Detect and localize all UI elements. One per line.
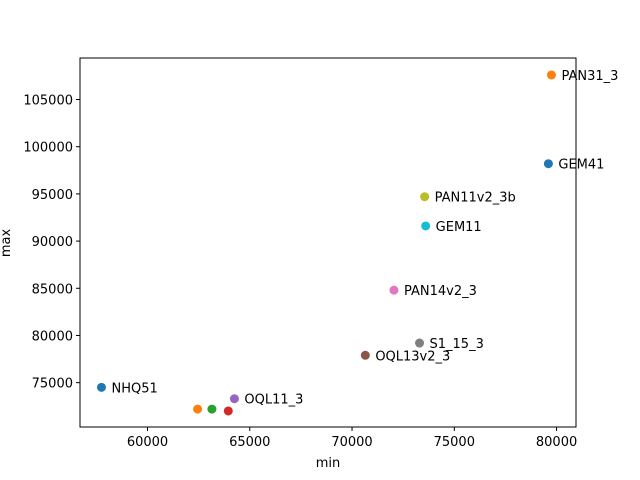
data-point <box>546 70 556 80</box>
data-point <box>223 406 233 416</box>
data-point <box>360 350 370 360</box>
point-label: PAN31_3 <box>561 69 618 84</box>
y-tick-label: 80000 <box>32 329 73 344</box>
x-tick-label: 70000 <box>331 435 372 450</box>
x-tick-label: 75000 <box>434 435 475 450</box>
point-label: NHQ51 <box>111 381 157 396</box>
y-tick-label: 90000 <box>32 235 73 250</box>
x-axis-ticks: 60000 65000 70000 75000 80000 <box>127 427 577 450</box>
point-label: S1_15_3 <box>430 337 484 352</box>
x-tick-label: 65000 <box>229 435 270 450</box>
data-point <box>415 338 425 348</box>
data-point <box>193 404 203 414</box>
y-tick-label: 100000 <box>23 141 73 156</box>
point-label: GEM11 <box>436 220 482 235</box>
data-point <box>389 285 399 295</box>
point-labels-layer: NHQ51 OQL11_3 OQL13v2_3 PAN14v2_3 S1_15_3 PAN… <box>111 69 618 408</box>
point-label: PAN14v2_3 <box>404 284 477 299</box>
x-axis-label: min <box>316 456 341 471</box>
y-axis-ticks: 75000 80000 85000 90000 95000 100000 105000 <box>23 94 80 392</box>
y-tick-label: 75000 <box>32 377 73 392</box>
data-point <box>229 394 239 404</box>
x-tick-label: 80000 <box>536 435 577 450</box>
point-label: OQL13v2_3 <box>375 349 450 364</box>
points-layer <box>96 70 556 416</box>
y-tick-label: 105000 <box>23 94 73 109</box>
plot-frame <box>79 57 577 428</box>
data-point <box>421 221 431 231</box>
data-point <box>543 159 553 169</box>
point-label: PAN11v2_3b <box>435 191 516 206</box>
point-label: GEM41 <box>558 158 604 173</box>
y-axis-label: max <box>0 229 14 258</box>
x-tick-label: 60000 <box>127 435 168 450</box>
y-tick-label: 95000 <box>32 188 73 203</box>
data-point <box>207 404 217 414</box>
data-point <box>96 382 106 392</box>
data-point <box>420 192 430 202</box>
point-label: OQL11_3 <box>244 393 303 408</box>
y-tick-label: 85000 <box>32 282 73 297</box>
